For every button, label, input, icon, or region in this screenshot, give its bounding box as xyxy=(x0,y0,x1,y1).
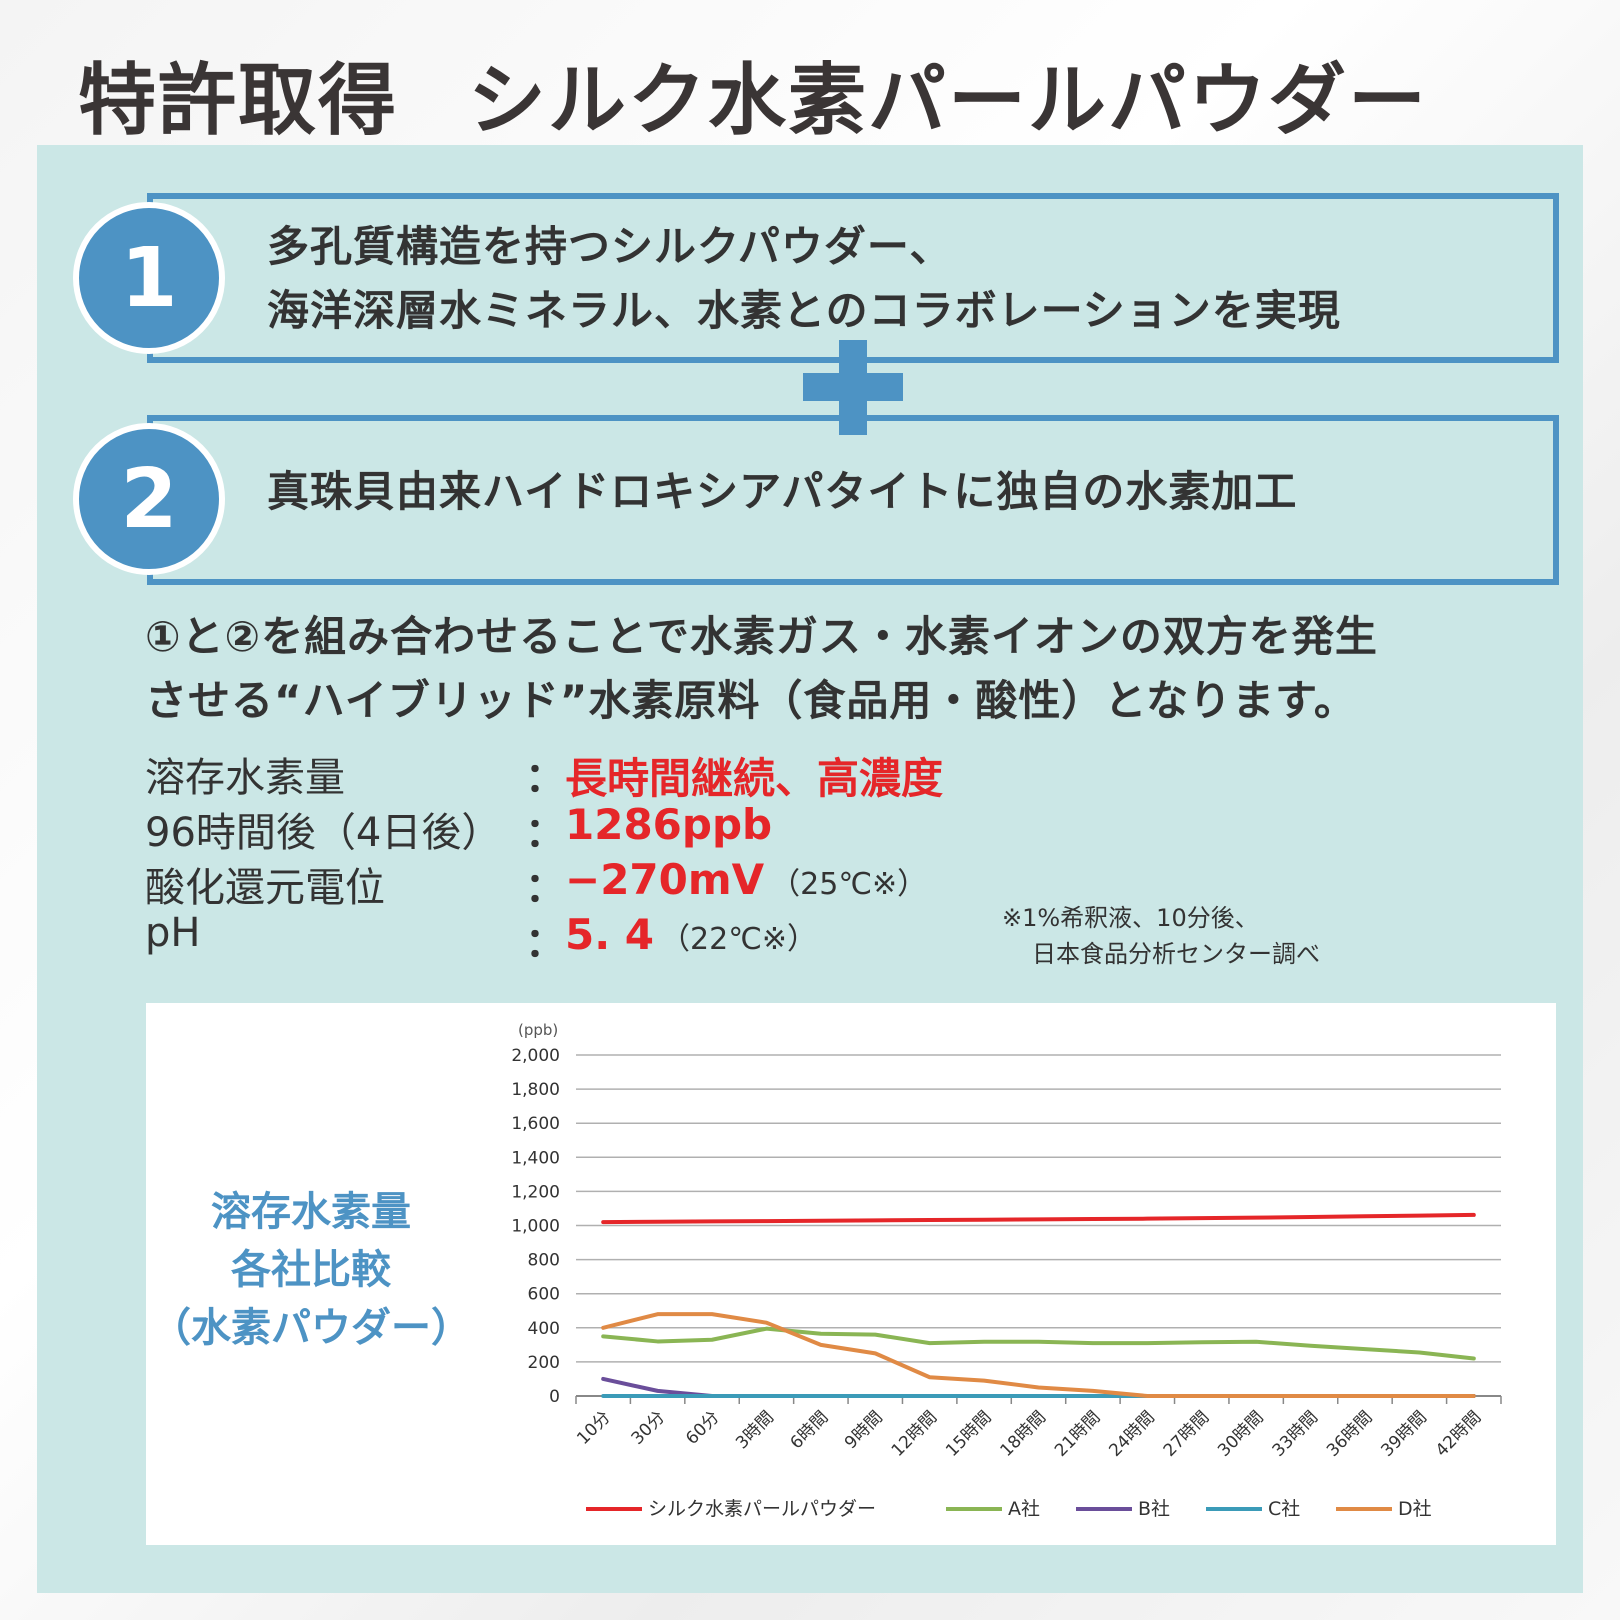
x-tick-label: 12時間 xyxy=(888,1407,941,1460)
page-title: 特許取得 シルク水素パールパウダー xyxy=(78,38,1578,148)
chart-card: 溶存水素量 各社比較 （水素パウダー） (ppb) 2,000 1,800 1,600… xyxy=(146,1003,1556,1545)
info-panel: 1 多孔質構造を持つシルクパウダー、 海洋深層水ミネラル、水素とのコラボレーショ… xyxy=(37,145,1583,1593)
spec-colon: ： xyxy=(525,810,565,856)
x-tick-label: 27時間 xyxy=(1160,1407,1213,1460)
legend-label: シルク水素パールパウダー xyxy=(648,1498,876,1520)
spec-colon: ： xyxy=(525,755,565,801)
legend-label: A社 xyxy=(1008,1498,1040,1520)
footnote-line-1: ※1%希釈液、10分後、 xyxy=(1002,904,1259,932)
series-line xyxy=(601,1326,1476,1361)
spec-colon: ： xyxy=(525,920,565,966)
y-tick-label: 1,600 xyxy=(511,1114,560,1134)
legend-label: C社 xyxy=(1268,1498,1300,1520)
y-axis-unit: (ppb) xyxy=(518,1021,558,1039)
y-tick-label: 200 xyxy=(528,1353,560,1373)
feature-1-line-2: 海洋深層水ミネラル、水素とのコラボレーションを実現 xyxy=(267,286,1341,335)
y-tick-label: 800 xyxy=(528,1251,560,1271)
y-tick-label: 1,400 xyxy=(511,1148,560,1168)
feature-text-2: 真珠貝由来ハイドロキシアパタイトに独自の水素加工 xyxy=(267,467,1298,516)
spec-label: 96時間後（4日後） xyxy=(145,810,502,856)
feature-text-1: 多孔質構造を持つシルクパウダー、 海洋深層水ミネラル、水素とのコラボレーションを… xyxy=(267,215,1341,343)
footnote-line-2: 日本食品分析センター調べ xyxy=(1032,940,1320,968)
hydrogen-line-chart: (ppb) 2,000 1,800 1,600 1,400 1,200 1,000 800 60… xyxy=(511,1021,1502,1520)
x-tick-label: 10分 xyxy=(573,1407,614,1448)
chart-label-line-3: （水素パウダー） xyxy=(151,1305,471,1351)
y-tick-label: 600 xyxy=(528,1285,560,1305)
y-tick-label: 1,800 xyxy=(511,1080,560,1100)
x-tick-label: 60分 xyxy=(682,1407,723,1448)
y-tick-label: 400 xyxy=(528,1319,560,1339)
summary-line-2: させる“ハイブリッド”水素原料（食品用・酸性）となります。 xyxy=(145,676,1357,725)
feature-number-2: 2 xyxy=(73,423,225,575)
x-tick-label: 3時間 xyxy=(732,1407,778,1453)
spec-colon: ： xyxy=(525,865,565,911)
feature-1-line-1: 多孔質構造を持つシルクパウダー、 xyxy=(267,222,953,271)
legend-label: D社 xyxy=(1398,1498,1432,1520)
spec-value: 1286ppb xyxy=(565,800,773,849)
spec-value: 長時間継続、高濃度 xyxy=(565,754,944,803)
y-tick-label: 0 xyxy=(549,1387,560,1407)
summary-line-1: ①と②を組み合わせることで水素ガス・水素イオンの双方を発生 xyxy=(145,612,1378,661)
chart-label-line-1: 溶存水素量 xyxy=(211,1189,411,1235)
footnote: ※1%希釈液、10分後、 日本食品分析センター調べ xyxy=(1002,900,1320,972)
y-tick-label: 1,200 xyxy=(511,1182,560,1202)
spec-value: −270mV （25℃※） xyxy=(565,855,928,904)
x-tick-label: 33時間 xyxy=(1269,1407,1322,1460)
spec-label: pH xyxy=(145,910,201,956)
title-product-name: シルク水素パールパウダー xyxy=(468,56,1429,146)
x-tick-label: 6時間 xyxy=(787,1407,833,1453)
x-tick-label: 18時間 xyxy=(997,1407,1050,1460)
y-tick-label: 1,000 xyxy=(511,1217,560,1237)
y-tick-label: 2,000 xyxy=(511,1046,560,1066)
chart-side-label: 溶存水素量 各社比較 （水素パウダー） xyxy=(146,1183,476,1357)
x-tick-label: 39時間 xyxy=(1377,1407,1430,1460)
title-patent-label: 特許取得 xyxy=(78,56,399,146)
spec-label: 酸化還元電位 xyxy=(145,865,385,911)
spec-label: 溶存水素量 xyxy=(145,755,345,801)
feature-number-1: 1 xyxy=(73,202,225,354)
x-tick-label: 42時間 xyxy=(1432,1407,1485,1460)
x-tick-label: 30時間 xyxy=(1214,1407,1267,1460)
legend-label: B社 xyxy=(1138,1498,1170,1520)
x-tick-label: 24時間 xyxy=(1105,1407,1158,1460)
x-tick-label: 15時間 xyxy=(942,1407,995,1460)
series-line xyxy=(601,1312,1476,1398)
x-tick-label: 30分 xyxy=(628,1407,669,1448)
series-line xyxy=(601,1212,1476,1225)
summary-text: ①と②を組み合わせることで水素ガス・水素イオンの双方を発生 させる“ハイブリッド… xyxy=(145,605,1378,733)
x-tick-label: 21時間 xyxy=(1051,1407,1104,1460)
x-tick-label: 9時間 xyxy=(841,1407,887,1453)
spec-value: 5. 4 （22℃※） xyxy=(565,910,818,959)
x-tick-label: 36時間 xyxy=(1323,1407,1376,1460)
chart-label-line-2: 各社比較 xyxy=(231,1247,391,1293)
